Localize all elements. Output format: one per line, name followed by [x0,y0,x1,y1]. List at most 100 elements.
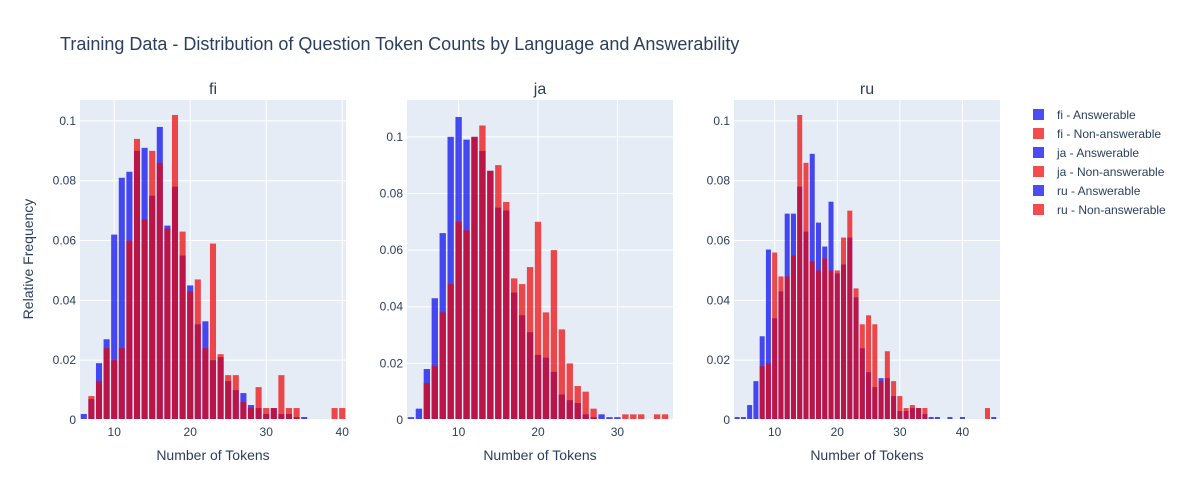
bar-ja-non-answerable [574,386,581,420]
bar-fi-non-answerable [88,396,95,420]
subplot-title: ja [533,81,547,98]
bar-ru-answerable [959,417,965,420]
bar-ru-non-answerable [815,270,821,420]
bar-fi-non-answerable [118,348,125,420]
bar-fi-non-answerable [331,408,338,420]
bar-ja-answerable [598,414,605,420]
bar-ru-non-answerable [765,363,771,420]
x-tick-label: 30 [893,425,907,439]
y-tick-label: 0.04 [707,293,731,307]
legend-swatch [1033,166,1044,177]
bar-ru-non-answerable [984,408,990,420]
y-tick-label: 0 [396,413,403,427]
y-tick-label: 0.04 [380,300,404,314]
bar-ru-non-answerable [759,366,765,420]
bar-ja-non-answerable [622,414,629,420]
bar-ja-non-answerable [518,284,526,420]
legend-label: ru - Answerable [1057,184,1141,198]
bar-ru-non-answerable [822,258,828,420]
bar-ja-answerable [407,417,415,420]
legend-label: fi - Non-answerable [1057,127,1161,141]
bar-ja-non-answerable [558,329,566,420]
bar-fi-non-answerable [232,375,239,420]
bar-fi-non-answerable [194,279,201,420]
bar-fi-non-answerable [179,231,186,420]
legend-item[interactable]: ru - Answerable [1033,184,1141,198]
bar-fi-non-answerable [255,387,262,420]
x-tick-label: 40 [956,425,970,439]
bar-fi-non-answerable [285,408,293,420]
legend: fi - Answerable fi - Non-answerable ja - A… [1033,108,1166,217]
bar-fi-non-answerable [225,375,232,420]
y-tick-label: 0.06 [707,234,731,248]
y-tick-label: 0.1 [386,130,403,144]
bar-ru-non-answerable [872,324,878,420]
bar-fi-answerable [301,417,308,420]
legend-item[interactable]: ja - Answerable [1033,146,1139,160]
bar-ru-non-answerable [878,381,884,420]
bar-ru-answerable [734,417,740,420]
y-tick-label: 0.02 [707,353,731,367]
bar-ru-answerable [928,417,934,420]
bar-ja-non-answerable [495,165,502,420]
legend-swatch [1033,147,1044,158]
bar-ru-non-answerable [847,210,853,420]
bar-fi-non-answerable [247,408,255,420]
legend-swatch [1033,204,1044,215]
legend-item[interactable]: fi - Answerable [1033,108,1136,122]
bar-fi-non-answerable [278,375,285,420]
legend-swatch [1033,128,1044,139]
bar-fi-non-answerable [126,240,133,420]
bar-ja-non-answerable [566,363,573,420]
subplot-title: ru [860,81,874,98]
bar-ru-answerable [740,417,746,420]
bar-fi-non-answerable [111,360,118,420]
y-axis-title: Relative Frequency [20,199,36,320]
y-tick-label: 0.04 [53,293,77,307]
x-tick-label: 20 [184,425,198,439]
bar-ja-non-answerable [511,278,518,420]
subplot-panels: 0 0.02 0.04 0.06 0.08 0.1 10 20 30 40 fi Number of … [53,81,1000,463]
bar-ja-non-answerable [447,284,454,420]
bar-ja-non-answerable [471,136,478,421]
legend-item[interactable]: ja - Non-answerable [1033,165,1165,179]
x-tick-label: 20 [831,425,845,439]
y-tick-label: 0.08 [380,186,404,200]
bar-fi-non-answerable [202,348,209,420]
y-tick-label: 0 [69,413,76,427]
bar-ru-non-answerable [797,114,803,420]
bar-ru-non-answerable [897,396,903,420]
bar-ru-non-answerable [828,270,834,420]
bar-ru-non-answerable [834,270,840,420]
chart-title: Training Data - Distribution of Question… [60,34,739,54]
legend-item[interactable]: fi - Non-answerable [1033,127,1161,141]
x-tick-label: 20 [531,425,545,439]
bar-ja-non-answerable [503,201,510,420]
bar-ja-answerable [606,417,613,420]
y-tick-label: 0.06 [380,243,404,257]
bar-fi-non-answerable [95,381,103,420]
bar-fi-non-answerable [187,291,194,420]
bar-fi-non-answerable [270,408,277,420]
bar-ru-non-answerable [841,237,847,420]
bar-ja-non-answerable [653,414,661,420]
bar-fi-non-answerable [217,354,224,420]
bar-ru-non-answerable [784,276,790,420]
bar-fi-non-answerable [103,348,110,420]
bar-ru-non-answerable [853,288,859,420]
legend-swatch [1033,109,1044,120]
bar-ja-answerable [447,136,454,421]
subplot-fi: 0 0.02 0.04 0.06 0.08 0.1 10 20 30 40 fi Number of … [53,81,350,463]
bar-ru-answerable [991,417,997,420]
bar-ru-answerable [747,405,753,420]
legend-label: ja - Non-answerable [1056,165,1165,179]
bar-ru-non-answerable [859,324,865,420]
legend-label: fi - Answerable [1057,108,1136,122]
legend-item[interactable]: ru - Non-answerable [1033,203,1166,217]
bar-ru-answerable [947,417,953,420]
legend-swatch [1033,185,1044,196]
bar-fi-answerable [111,234,118,420]
subplot-title: fi [209,81,217,98]
bar-ru-non-answerable [891,381,897,420]
